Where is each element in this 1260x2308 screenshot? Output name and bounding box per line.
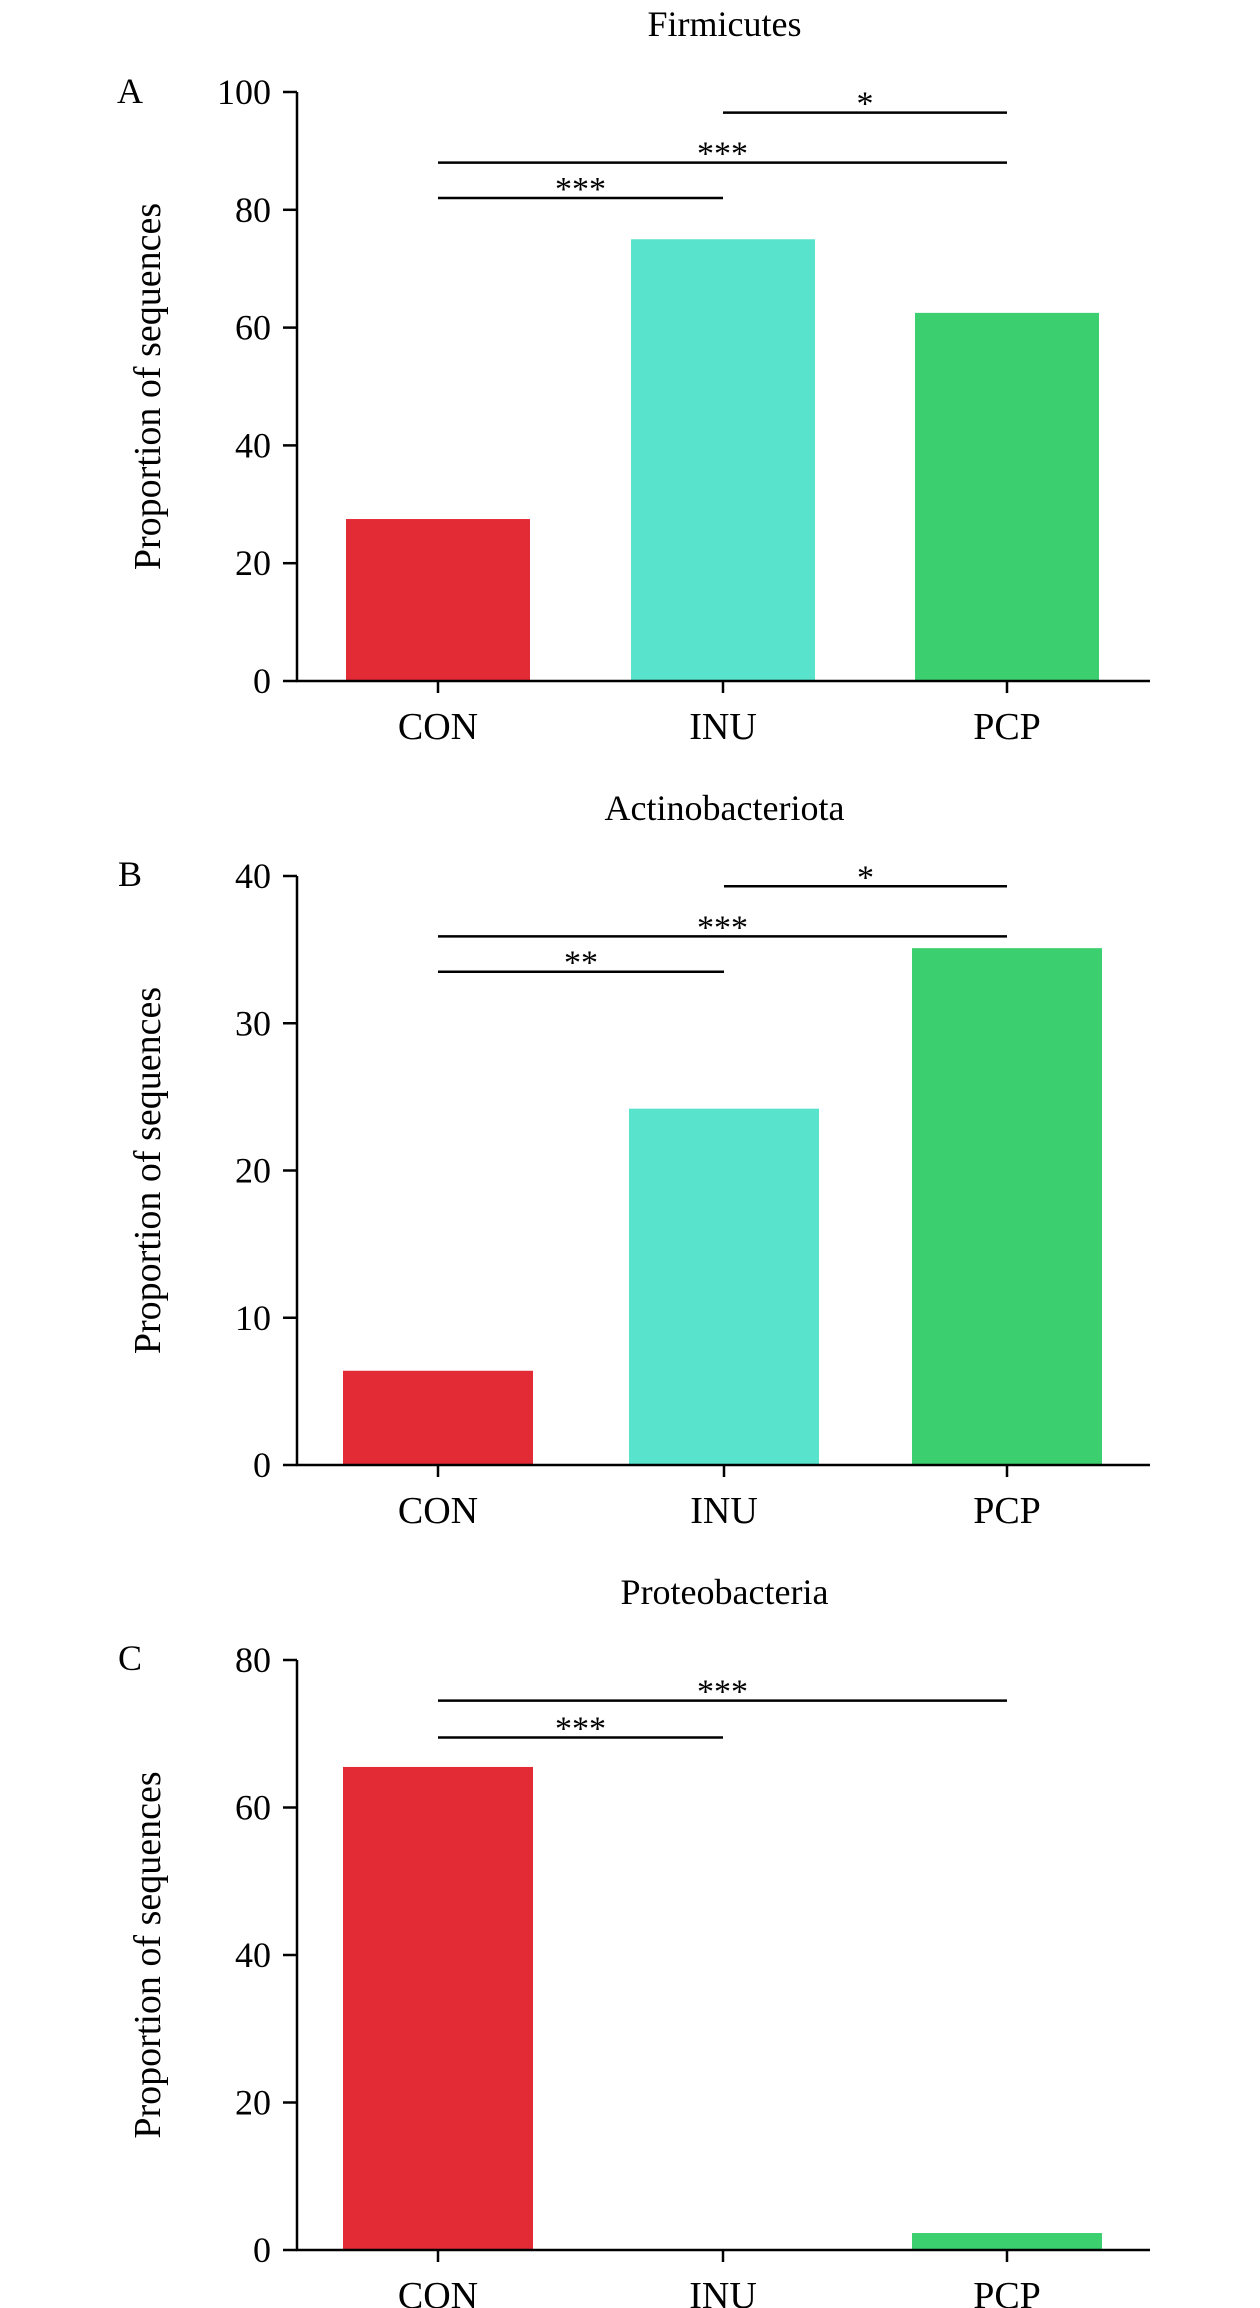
panel-a-title: Firmicutes <box>648 4 802 44</box>
panel-b-sig-label-inu-pcp: * <box>857 859 874 896</box>
panel-b-x-tick-label-con: CON <box>398 1490 478 1532</box>
panel-b-bar-pcp <box>912 948 1102 1465</box>
panel-c-y-tick-label-60: 60 <box>235 1788 271 1828</box>
panel-b-x-tick-label-inu: INU <box>690 1490 758 1532</box>
panel-c-y-tick-label-40: 40 <box>235 1935 271 1975</box>
panel-c-x-tick-label-pcp: PCP <box>973 2275 1041 2308</box>
panel-a-x-tick-label-con: CON <box>398 706 478 748</box>
panel-c-sig-label-con-pcp: *** <box>697 1674 748 1711</box>
panel-a-letter: A <box>117 71 143 111</box>
panel-c-y-axis-label: Proportion of sequences <box>127 1771 169 2138</box>
panel-a-y-tick-label-80: 80 <box>235 190 271 230</box>
panel-b-title: Actinobacteriota <box>605 788 845 828</box>
panel-b-y-tick-label-0: 0 <box>253 1445 271 1485</box>
panel-c-x-tick-label-inu: INU <box>689 2275 757 2308</box>
panel-a-sig-label-con-pcp: *** <box>697 136 748 173</box>
panel-b-sig-label-con-inu: ** <box>564 945 598 982</box>
panel-a-sig-label-con-inu: *** <box>555 171 606 208</box>
panel-c-y-tick-label-0: 0 <box>253 2230 271 2270</box>
panel-b-x-tick-label-pcp: PCP <box>973 1490 1041 1532</box>
panel-c-title: Proteobacteria <box>621 1572 829 1612</box>
panel-a-y-tick-label-20: 20 <box>235 543 271 583</box>
panel-a-bar-pcp <box>915 312 1099 681</box>
panel-b-y-tick-label-40: 40 <box>235 856 271 896</box>
panel-b-y-tick-label-10: 10 <box>235 1298 271 1338</box>
panel-a-y-axis-label: Proportion of sequences <box>127 203 169 570</box>
panel-c-bar-pcp <box>912 2233 1102 2250</box>
panel-a-y-tick-label-100: 100 <box>217 72 271 112</box>
panel-c-x-tick-label-con: CON <box>398 2275 478 2308</box>
panel-a-y-tick-label-60: 60 <box>235 308 271 348</box>
panel-a-bar-inu <box>631 239 815 681</box>
panel-b-bar-con <box>343 1370 533 1465</box>
panel-b-letter: B <box>118 854 142 894</box>
panel-b-sig-label-con-pcp: *** <box>697 909 748 946</box>
panel-a-x-tick-label-inu: INU <box>689 706 757 748</box>
panel-c-y-tick-label-20: 20 <box>235 2083 271 2123</box>
panel-b-y-axis-label: Proportion of sequences <box>127 987 169 1354</box>
panel-c-y-tick-label-80: 80 <box>235 1640 271 1680</box>
panel-a-y-tick-label-40: 40 <box>235 425 271 465</box>
panel-c-sig-label-con-inu: *** <box>555 1710 606 1747</box>
panel-a-bar-con <box>346 519 530 681</box>
panel-a-sig-label-inu-pcp: * <box>857 86 874 123</box>
panel-b-y-tick-label-30: 30 <box>235 1003 271 1043</box>
panel-c-bar-con <box>343 1766 533 2250</box>
panel-a-y-tick-label-0: 0 <box>253 661 271 701</box>
panel-b-y-tick-label-20: 20 <box>235 1151 271 1191</box>
panel-c-letter: C <box>118 1638 142 1678</box>
panel-b-bar-inu <box>629 1108 819 1465</box>
panel-a-x-tick-label-pcp: PCP <box>973 706 1041 748</box>
